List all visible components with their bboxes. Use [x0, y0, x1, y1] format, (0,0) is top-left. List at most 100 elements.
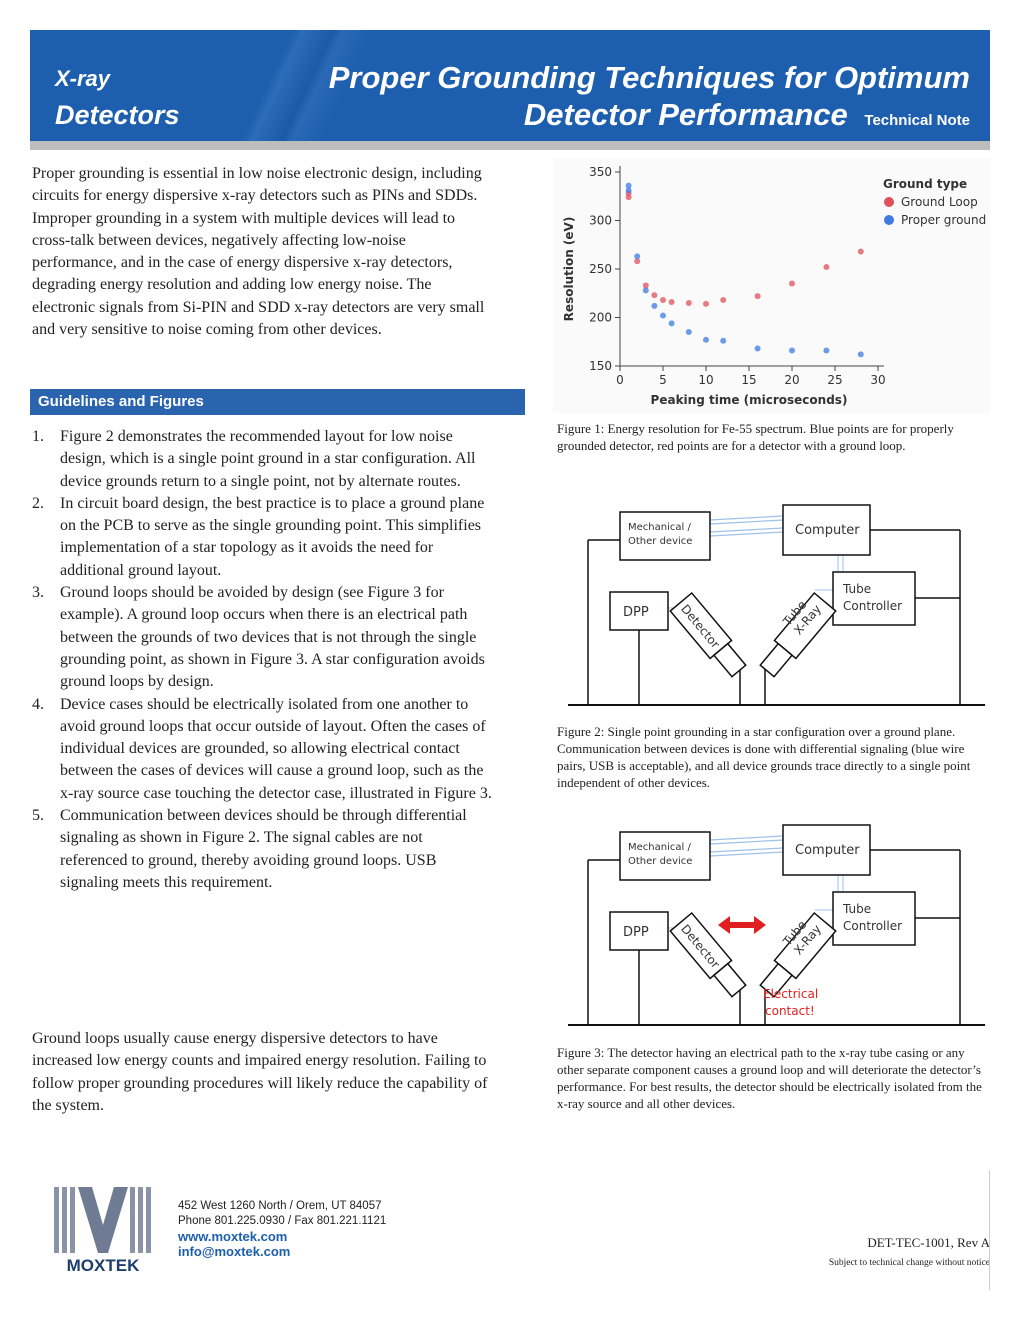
point — [685, 299, 692, 306]
x-tick-label: 0 — [616, 373, 624, 387]
point — [625, 194, 632, 201]
point — [642, 282, 649, 289]
detector: Detector — [669, 591, 747, 678]
tube-body — [759, 962, 794, 998]
y-tick-label: 250 — [589, 262, 612, 276]
phone: Phone 801.225.0930 / Fax 801.221.1121 — [178, 1215, 387, 1227]
device-box — [609, 911, 669, 951]
notice: Subject to technical change without noti… — [828, 1258, 990, 1268]
logo-text: MOXTEK — [67, 1256, 140, 1275]
signal-wire — [709, 835, 784, 841]
y-tick-label: 200 — [589, 311, 612, 325]
y-axis-label: Resolution (eV) — [562, 217, 576, 322]
device-label: Other device — [628, 856, 692, 867]
footer-rule — [989, 1170, 990, 1290]
point — [660, 312, 666, 319]
x-tick-label: 15 — [741, 373, 756, 387]
detector-body — [712, 962, 747, 998]
list-text: Device cases should be electrically isol… — [60, 695, 492, 802]
x-tick-label: 25 — [827, 373, 842, 387]
subtitle: Technical Note — [864, 112, 970, 129]
device-box — [782, 504, 871, 556]
device-box — [619, 831, 711, 881]
x-axis-label: Peaking time (microseconds) — [651, 393, 848, 407]
legend-swatch — [884, 197, 894, 207]
intro: Proper grounding is essential in low noi… — [32, 165, 485, 339]
device-label: Mechanical / — [628, 842, 691, 853]
point — [634, 258, 641, 265]
signal-wire — [709, 531, 784, 537]
contact-arrow — [718, 916, 766, 934]
device-label: Controller — [843, 919, 902, 933]
point — [823, 347, 830, 354]
section-heading: Guidelines and Figures — [38, 393, 204, 410]
device-box — [619, 511, 711, 561]
point — [685, 329, 692, 336]
point — [634, 253, 641, 260]
signal-wire — [709, 839, 784, 845]
device-label: contact! — [765, 1004, 815, 1018]
device-box — [832, 571, 916, 626]
list-text: Communication between devices should be … — [60, 807, 467, 891]
category: Detectors — [55, 100, 180, 130]
y-tick-label: 150 — [589, 359, 612, 373]
figure2-diagram: Mechanical / Other device Computer Tube Cont… — [568, 504, 985, 706]
list-item: 2. In circuit board design, the best prac… — [32, 493, 494, 582]
point — [651, 302, 658, 309]
legend-label: Ground Loop — [901, 195, 978, 209]
x-tick-label: 5 — [659, 373, 667, 387]
list-number: 3. — [32, 584, 44, 602]
signal-wire — [709, 851, 784, 857]
doc-id: DET-TEC-1001, Rev A — [867, 1235, 990, 1250]
point — [789, 280, 795, 287]
point — [789, 347, 795, 354]
x-tick-label: 20 — [784, 373, 799, 387]
point — [625, 187, 632, 194]
device-label: Controller — [843, 599, 902, 613]
closing: Ground loops usually cause energy disper… — [32, 1030, 488, 1114]
point — [668, 298, 675, 305]
section-bar: Guidelines and Figures — [30, 389, 525, 415]
point — [720, 297, 727, 304]
caption: Figure 3: The detector having an electri… — [557, 1045, 982, 1111]
legend-title: Ground type — [883, 177, 967, 191]
email[interactable]: info@moxtek.com — [178, 1244, 291, 1259]
contact: 452 West 1260 North / Orem, UT 84057 Pho… — [178, 1199, 386, 1259]
title-line: Detector Performance Technical Note — [524, 97, 970, 133]
category: X-ray — [55, 66, 111, 91]
detector-body — [712, 642, 747, 678]
website[interactable]: www.moxtek.com — [178, 1229, 288, 1244]
device-label: Tube — [842, 582, 871, 596]
point — [823, 264, 830, 271]
figure3-diagram: Mechanical / Other device Computer Tube Cont… — [568, 824, 985, 1026]
point — [857, 248, 864, 255]
list-item: 3. Ground loops should be avoided by desi… — [32, 582, 494, 693]
tube-body — [759, 642, 794, 678]
point — [703, 300, 709, 307]
device-label: DPP — [623, 605, 649, 620]
point — [651, 292, 658, 299]
device-label: Computer — [795, 523, 860, 538]
point — [660, 297, 666, 304]
x-tick-label: 30 — [870, 373, 885, 387]
signal-wire — [709, 519, 784, 525]
device-label: Mechanical / — [628, 522, 691, 533]
logo-mark — [54, 1187, 151, 1253]
legend-label: Proper ground — [901, 213, 986, 227]
caption: Figure 2: Single point grounding in a st… — [557, 724, 971, 790]
logo: MOXTEK — [54, 1187, 151, 1275]
guidelines: 1. Figure 2 demonstrates the recommended … — [32, 426, 494, 894]
header-band — [30, 30, 990, 141]
point — [642, 287, 649, 294]
y-tick-label: 300 — [589, 214, 612, 228]
list-text: In circuit board design, the best practi… — [60, 494, 485, 579]
y-tick-label: 350 — [589, 165, 612, 179]
device-box — [782, 824, 871, 876]
signal-wire — [709, 847, 784, 853]
point — [625, 182, 632, 189]
signal-wire — [709, 527, 784, 533]
device-label: Other device — [628, 536, 692, 547]
device-label: Electrical — [763, 987, 818, 1001]
detector: Detector — [669, 911, 747, 998]
